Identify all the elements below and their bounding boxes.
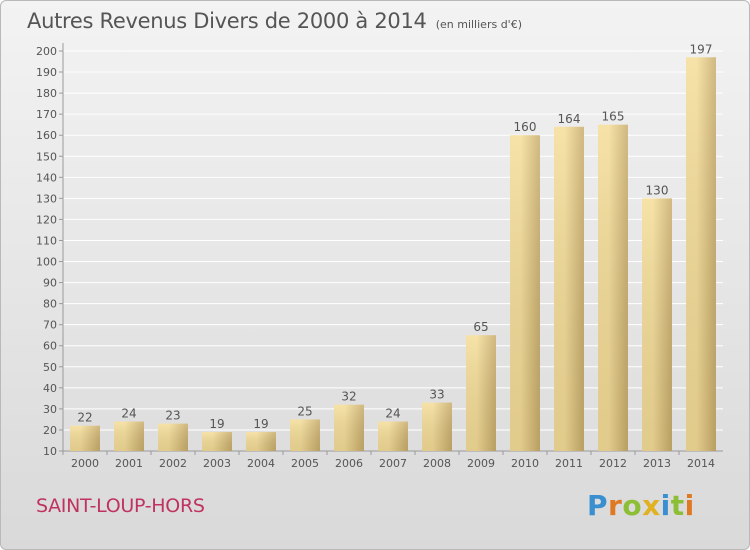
bar-shade xyxy=(422,402,452,451)
bar-value-label: 164 xyxy=(558,112,581,126)
bar-value-label: 160 xyxy=(514,120,537,134)
bar-shade xyxy=(290,419,320,451)
bar-value-label: 22 xyxy=(77,411,92,425)
y-tick-label: 150 xyxy=(36,150,57,163)
y-tick-label: 10 xyxy=(43,445,57,458)
y-tick-label: 50 xyxy=(43,361,57,374)
y-tick-label: 140 xyxy=(36,171,57,184)
chart-subtitle: (en milliers d'€) xyxy=(435,18,522,31)
x-tick-label: 2003 xyxy=(203,457,231,470)
x-tick-label: 2007 xyxy=(379,457,407,470)
x-tick-label: 2011 xyxy=(555,457,583,470)
bar-value-label: 165 xyxy=(602,110,625,124)
y-tick-label: 170 xyxy=(36,108,57,121)
bar-value-label: 197 xyxy=(690,42,713,56)
logo-letter: t xyxy=(670,489,685,522)
bar-shade xyxy=(70,425,100,451)
bar-value-label: 19 xyxy=(253,417,268,431)
bar-shade xyxy=(686,57,716,451)
x-tick-label: 2001 xyxy=(115,457,143,470)
y-tick-label: 190 xyxy=(36,66,57,79)
bar-value-label: 32 xyxy=(341,390,356,404)
bar-value-label: 65 xyxy=(473,320,488,334)
x-tick-label: 2000 xyxy=(71,457,99,470)
y-tick-label: 40 xyxy=(43,382,57,395)
bar-value-label: 19 xyxy=(209,417,224,431)
bar-value-label: 130 xyxy=(646,183,669,197)
bar-shade xyxy=(598,124,628,452)
y-tick-label: 120 xyxy=(36,213,57,226)
y-tick-label: 160 xyxy=(36,129,57,142)
bar-value-label: 23 xyxy=(165,409,180,423)
x-tick-label: 2013 xyxy=(643,457,671,470)
y-tick-label: 60 xyxy=(43,340,57,353)
bar-shade xyxy=(158,423,188,451)
y-tick-label: 110 xyxy=(36,234,57,247)
x-tick-label: 2009 xyxy=(467,457,495,470)
logo-letter: x xyxy=(642,489,661,522)
y-tick-label: 30 xyxy=(43,403,57,416)
y-tick-label: 20 xyxy=(43,424,57,437)
bar-shade xyxy=(642,198,672,451)
bar-shade xyxy=(246,432,276,451)
bar-shade xyxy=(334,404,364,451)
bar-shade xyxy=(554,126,584,451)
y-tick-label: 100 xyxy=(36,256,57,269)
bar-value-label: 24 xyxy=(121,407,136,421)
y-tick-label: 180 xyxy=(36,87,57,100)
logo-letter: r xyxy=(608,489,623,522)
x-tick-label: 2010 xyxy=(511,457,539,470)
bar-shade xyxy=(114,421,144,451)
y-tick-label: 90 xyxy=(43,277,57,290)
bar-value-label: 25 xyxy=(297,404,312,418)
bar-shade xyxy=(466,335,496,451)
y-tick-label: 200 xyxy=(36,45,57,58)
logo-letter: o xyxy=(622,489,643,522)
x-tick-label: 2004 xyxy=(247,457,275,470)
chart-title: Autres Revenus Divers de 2000 à 2014 xyxy=(27,9,427,33)
logo-letter: i xyxy=(660,489,671,522)
bar-shade xyxy=(510,135,540,452)
y-tick-label: 80 xyxy=(43,298,57,311)
commune-name: SAINT-LOUP-HORS xyxy=(36,495,205,517)
logo-letter: i xyxy=(684,489,695,522)
x-tick-label: 2012 xyxy=(599,457,627,470)
proxiti-logo: Proxiti xyxy=(587,489,695,522)
x-tick-label: 2005 xyxy=(291,457,319,470)
bar-value-label: 33 xyxy=(429,388,444,402)
chart-title-block: Autres Revenus Divers de 2000 à 2014 (en… xyxy=(27,9,522,33)
y-tick-label: 130 xyxy=(36,192,57,205)
bar-shade xyxy=(378,421,408,451)
x-tick-label: 2008 xyxy=(423,457,451,470)
x-tick-label: 2006 xyxy=(335,457,363,470)
x-tick-label: 2014 xyxy=(687,457,715,470)
bar-shade xyxy=(202,432,232,451)
logo-letter: P xyxy=(587,489,609,522)
y-tick-label: 70 xyxy=(43,319,57,332)
x-tick-label: 2002 xyxy=(159,457,187,470)
bar-value-label: 24 xyxy=(385,407,400,421)
